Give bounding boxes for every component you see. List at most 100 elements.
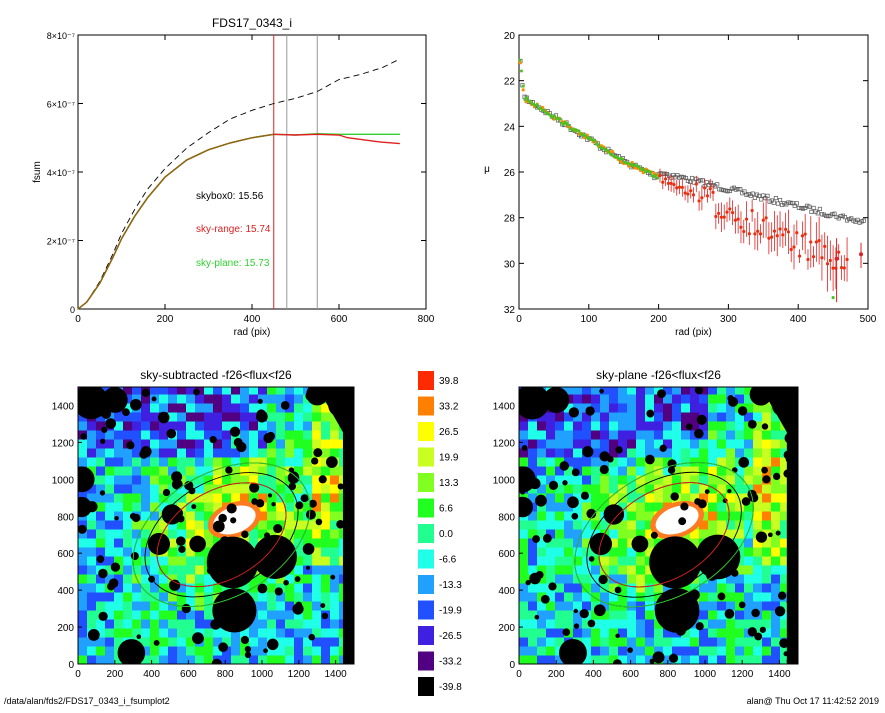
- mask-disk: [251, 498, 258, 505]
- image-cell: [312, 592, 322, 602]
- image-cell: [627, 565, 637, 575]
- image-cell: [141, 646, 151, 656]
- y-axis-label: μ: [484, 164, 490, 175]
- image-cell: [195, 421, 205, 431]
- image-cell: [690, 637, 700, 647]
- x-tick-label: 200: [157, 314, 174, 325]
- image-cell: [771, 556, 781, 566]
- image-cell: [717, 601, 727, 611]
- star-mask: [627, 647, 633, 654]
- image-cell: [258, 493, 268, 503]
- image-cell: [312, 601, 322, 611]
- image-cell: [222, 457, 232, 467]
- star-mask: [587, 619, 596, 628]
- image-cell: [735, 655, 745, 664]
- image-cell: [123, 610, 133, 620]
- image-cell: [627, 583, 637, 593]
- x-tick-label: 0: [516, 669, 522, 680]
- star-mask: [657, 389, 666, 399]
- y-tick-label: 800: [498, 512, 515, 523]
- image-cell: [195, 466, 205, 476]
- image-cell: [672, 439, 682, 449]
- mask-disk: [252, 534, 297, 579]
- image-cell: [78, 520, 88, 530]
- image-cell: [267, 529, 277, 539]
- colorbar-label: -39.8: [439, 682, 462, 693]
- image-cell: [321, 493, 331, 503]
- image-cell: [528, 439, 538, 449]
- mask-disk: [667, 466, 676, 474]
- image-cell: [663, 628, 673, 638]
- image-cell: [204, 448, 214, 458]
- data-point-square: [809, 209, 814, 214]
- image-cell: [177, 439, 187, 449]
- image-cell: [276, 511, 286, 521]
- colorbar-label: 6.6: [439, 504, 453, 515]
- image-cell: [546, 493, 556, 503]
- image-cell: [672, 475, 682, 485]
- image-cell: [114, 421, 124, 431]
- data-point-square: [524, 95, 529, 100]
- image-cell: [663, 394, 673, 404]
- image-cell: [618, 601, 628, 611]
- image-cell: [627, 502, 637, 512]
- image-cell: [663, 583, 673, 593]
- star-mask: [308, 633, 315, 641]
- image-cell: [519, 457, 529, 467]
- image-cell: [681, 403, 691, 413]
- mask-disk: [161, 504, 182, 525]
- star-mask: [283, 579, 289, 586]
- image-cell: [564, 475, 574, 485]
- data-point-red: [761, 218, 765, 222]
- image-cell: [591, 574, 601, 584]
- image-cell: [159, 502, 169, 512]
- image-cell: [159, 556, 169, 566]
- image-cell: [609, 583, 619, 593]
- image-cell: [699, 529, 709, 539]
- colorbar-label: 26.5: [439, 427, 459, 438]
- image-cell: [762, 520, 772, 530]
- image-cell: [690, 439, 700, 449]
- data-point-square: [778, 197, 783, 203]
- image-cell: [258, 610, 268, 620]
- image-cell: [114, 520, 124, 530]
- image-cell: [159, 439, 169, 449]
- image-cell: [87, 421, 97, 431]
- image-cell: [195, 448, 205, 458]
- star-mask: [313, 448, 323, 458]
- x-tick-label: 1200: [731, 669, 754, 680]
- image-cell: [582, 547, 592, 557]
- image-cell: [609, 619, 619, 629]
- image-cell: [321, 448, 331, 458]
- data-point-square: [715, 182, 720, 187]
- data-point-square: [857, 220, 862, 225]
- image-cell: [312, 421, 322, 431]
- x-tick-label: 400: [585, 669, 602, 680]
- image-cell: [303, 421, 313, 431]
- image-cell: [717, 387, 727, 395]
- image-cell: [240, 484, 250, 494]
- image-cell: [699, 403, 709, 413]
- image-cell: [735, 547, 745, 557]
- image-cell: [762, 538, 772, 548]
- image-cell: [726, 619, 736, 629]
- star-mask: [218, 513, 227, 523]
- image-cell: [636, 556, 646, 566]
- image-cell: [123, 448, 133, 458]
- image-cell: [546, 520, 556, 530]
- image-cell: [663, 421, 673, 431]
- image-cell: [663, 466, 673, 476]
- y-tick-label: 1000: [493, 475, 516, 486]
- image-cell: [276, 583, 286, 593]
- image-cell: [249, 448, 259, 458]
- image-cell: [762, 610, 772, 620]
- image-cell: [744, 538, 754, 548]
- image-cell: [87, 538, 97, 548]
- image-cell: [645, 538, 655, 548]
- image-cell: [726, 637, 736, 647]
- image-cell: [330, 520, 340, 530]
- image-cell: [132, 412, 142, 422]
- image-cell: [573, 394, 583, 404]
- image-cell: [537, 412, 547, 422]
- star-mask: [786, 656, 796, 664]
